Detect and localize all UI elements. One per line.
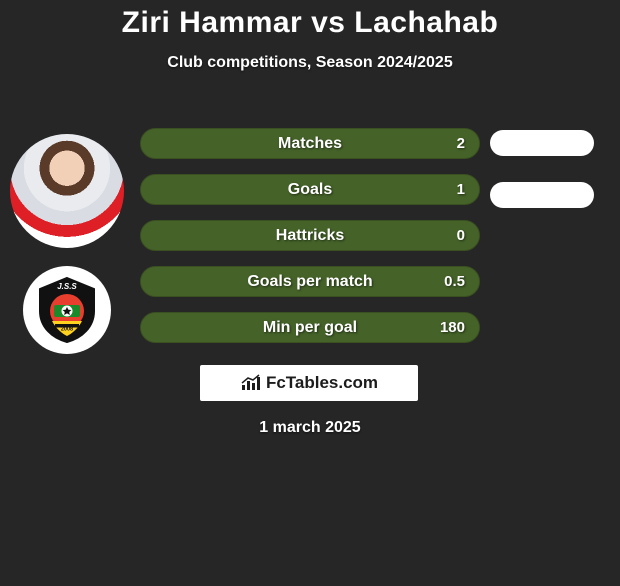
stat-label: Goals per match	[247, 273, 372, 291]
side-pill	[490, 130, 594, 156]
side-pill	[490, 182, 594, 208]
side-pills	[490, 130, 594, 208]
stat-value: 0.5	[444, 273, 465, 290]
stat-bar-hattricks: Hattricks 0	[140, 220, 480, 251]
stat-value: 1	[457, 181, 465, 198]
avatars-column: J.S.S 2008	[10, 134, 124, 354]
stats-column: Matches 2 Goals 1 Hattricks 0 Goals per …	[140, 128, 480, 343]
player2-badge: J.S.S 2008	[23, 266, 111, 354]
stat-bar-min-per-goal: Min per goal 180	[140, 312, 480, 343]
stat-bar-matches: Matches 2	[140, 128, 480, 159]
stat-bar-goals-per-match: Goals per match 0.5	[140, 266, 480, 297]
stat-value: 180	[440, 319, 465, 336]
stat-value: 0	[457, 227, 465, 244]
stat-value: 2	[457, 135, 465, 152]
club-badge-icon: J.S.S 2008	[23, 266, 111, 354]
footer-date: 1 march 2025	[0, 419, 620, 437]
page-title: Ziri Hammar vs Lachahab	[0, 6, 620, 40]
stat-label: Hattricks	[276, 227, 344, 245]
svg-text:J.S.S: J.S.S	[57, 282, 77, 291]
branding-badge: FcTables.com	[200, 365, 418, 401]
branding-text: FcTables.com	[266, 373, 378, 393]
subtitle: Club competitions, Season 2024/2025	[0, 54, 620, 72]
stat-label: Goals	[288, 181, 332, 199]
stat-label: Matches	[278, 135, 342, 153]
player1-avatar	[10, 134, 124, 248]
svg-text:2008: 2008	[61, 327, 73, 333]
stat-label: Min per goal	[263, 319, 357, 337]
chart-icon	[240, 374, 262, 392]
stat-bar-goals: Goals 1	[140, 174, 480, 205]
